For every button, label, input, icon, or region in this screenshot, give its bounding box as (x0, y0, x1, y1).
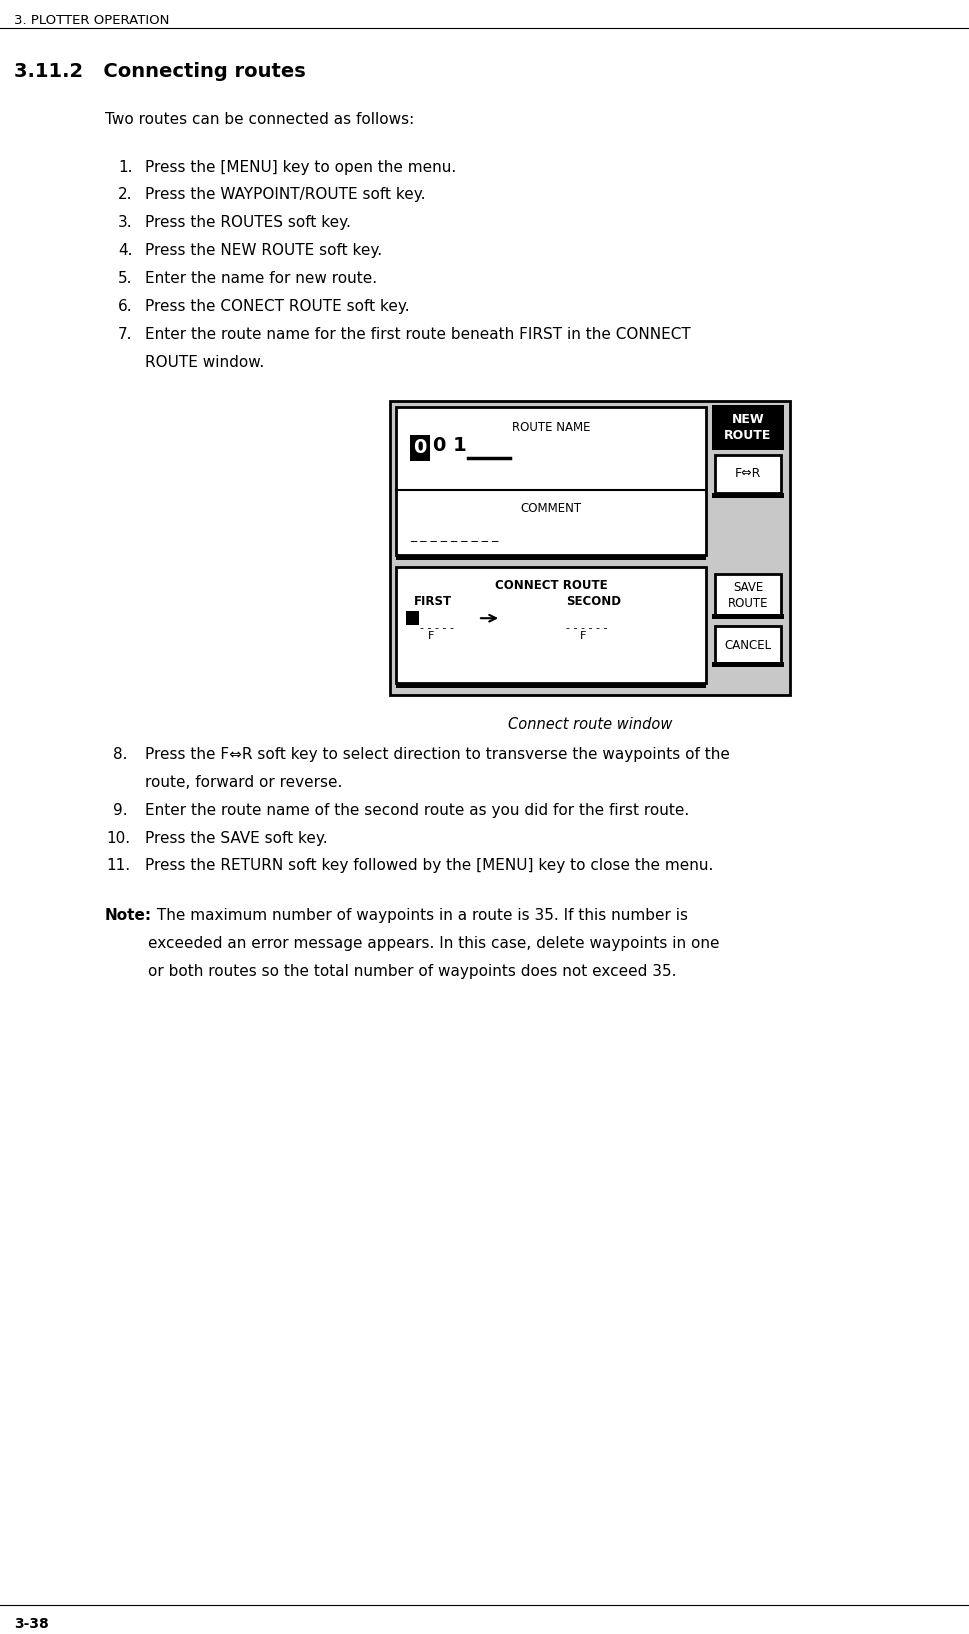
Text: 6.: 6. (118, 299, 133, 314)
Text: _ _ _ _ _ _ _ _ _: _ _ _ _ _ _ _ _ _ (410, 528, 498, 541)
Text: 8.: 8. (112, 747, 127, 761)
Text: Enter the route name for the first route beneath FIRST in the CONNECT: Enter the route name for the first route… (144, 327, 690, 342)
Text: Press the F⇔R soft key to select direction to transverse the waypoints of the: Press the F⇔R soft key to select directi… (144, 747, 729, 761)
Text: Press the SAVE soft key.: Press the SAVE soft key. (144, 830, 328, 845)
Text: 0: 0 (413, 438, 426, 458)
Text: 3.11.2   Connecting routes: 3.11.2 Connecting routes (14, 62, 305, 80)
Text: 1.: 1. (118, 160, 133, 175)
Bar (711, 662, 783, 667)
Text: SECOND: SECOND (566, 595, 621, 608)
Text: NEW
ROUTE: NEW ROUTE (724, 413, 771, 441)
Text: ROUTE NAME: ROUTE NAME (512, 422, 590, 433)
Bar (714, 574, 780, 616)
Text: Enter the route name of the second route as you did for the first route.: Enter the route name of the second route… (144, 802, 689, 817)
Text: 5.: 5. (118, 271, 133, 286)
Text: COMMENT: COMMENT (520, 502, 581, 515)
Text: 7.: 7. (118, 327, 133, 342)
Text: Press the RETURN soft key followed by the [MENU] key to close the menu.: Press the RETURN soft key followed by th… (144, 858, 712, 874)
Text: 3.: 3. (118, 216, 133, 230)
Text: F: F (427, 631, 434, 641)
Bar (714, 626, 780, 663)
Text: 9.: 9. (112, 802, 128, 817)
Text: CANCEL: CANCEL (724, 639, 770, 652)
Text: Press the ROUTES soft key.: Press the ROUTES soft key. (144, 216, 351, 230)
Bar (410, 435, 429, 461)
Text: - - - - -: - - - - - (420, 623, 453, 634)
Bar (390, 400, 789, 694)
Text: route, forward or reverse.: route, forward or reverse. (144, 775, 342, 789)
Text: CONNECT ROUTE: CONNECT ROUTE (494, 580, 607, 592)
Text: Connect route window: Connect route window (508, 717, 672, 732)
Bar (395, 567, 705, 683)
Text: exceeded an error message appears. In this case, delete waypoints in one: exceeded an error message appears. In th… (148, 936, 719, 951)
Bar (711, 614, 783, 619)
Text: 11.: 11. (106, 858, 130, 874)
Bar (395, 407, 705, 556)
Text: ROUTE window.: ROUTE window. (144, 355, 264, 369)
Text: 10.: 10. (106, 830, 130, 845)
Text: F: F (579, 631, 586, 641)
Text: F⇔R: F⇔R (735, 467, 761, 480)
Text: 3-38: 3-38 (14, 1618, 48, 1631)
Text: Press the NEW ROUTE soft key.: Press the NEW ROUTE soft key. (144, 243, 382, 258)
Text: Press the WAYPOINT/ROUTE soft key.: Press the WAYPOINT/ROUTE soft key. (144, 188, 425, 203)
Text: Press the CONECT ROUTE soft key.: Press the CONECT ROUTE soft key. (144, 299, 409, 314)
Bar (711, 492, 783, 497)
Text: 4.: 4. (118, 243, 133, 258)
Text: Two routes can be connected as follows:: Two routes can be connected as follows: (105, 111, 414, 127)
Text: 0 1: 0 1 (432, 436, 466, 456)
Text: The maximum number of waypoints in a route is 35. If this number is: The maximum number of waypoints in a rou… (152, 909, 687, 923)
Text: or both routes so the total number of waypoints does not exceed 35.: or both routes so the total number of wa… (148, 964, 675, 979)
Bar (714, 454, 780, 492)
Text: - - - - - -: - - - - - - (566, 623, 608, 634)
Text: 3. PLOTTER OPERATION: 3. PLOTTER OPERATION (14, 15, 170, 26)
Bar (711, 405, 783, 449)
Bar (395, 556, 705, 560)
Bar (406, 611, 419, 626)
Text: FIRST: FIRST (414, 595, 452, 608)
Bar (395, 683, 705, 688)
Text: Note:: Note: (105, 909, 152, 923)
Text: Enter the name for new route.: Enter the name for new route. (144, 271, 377, 286)
Text: 2.: 2. (118, 188, 133, 203)
Text: SAVE
ROUTE: SAVE ROUTE (727, 580, 767, 609)
Text: Press the [MENU] key to open the menu.: Press the [MENU] key to open the menu. (144, 160, 455, 175)
